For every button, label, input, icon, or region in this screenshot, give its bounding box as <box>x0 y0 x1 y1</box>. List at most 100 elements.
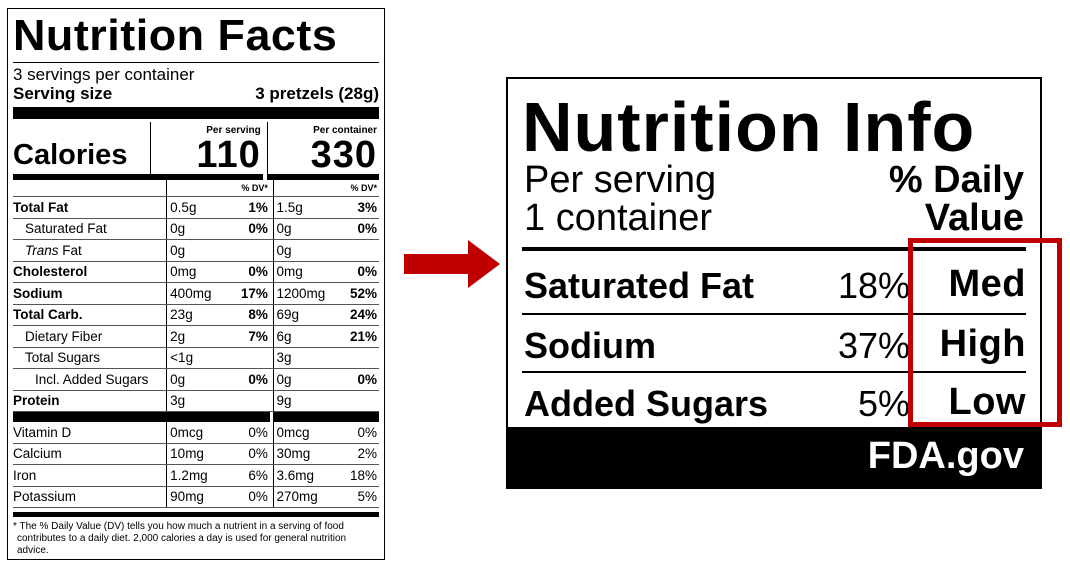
vitamin-name: Iron <box>13 464 167 487</box>
fda-link-text: FDA.gov <box>867 435 1024 477</box>
dv-per-serving: 0% <box>232 261 270 283</box>
daily-value-footnote: * The % Daily Value (DV) tells you how m… <box>13 512 379 557</box>
info-row-nutrient: Sodium <box>524 325 656 366</box>
dv-per-container: 5% <box>341 486 379 508</box>
nutrition-info-label: Nutrition Info Per serving 1 container %… <box>506 77 1042 489</box>
divider-cell <box>166 411 270 422</box>
amount-per-container: 0mg <box>272 261 342 283</box>
per-container-column: Per container 330 <box>266 122 380 180</box>
nutrient-row: Sodium 400mg 17% 1200mg 52% <box>13 282 379 305</box>
dv-per-container <box>341 347 379 369</box>
amount-per-serving: 400mg <box>166 282 233 305</box>
amount-per-serving: 0mg <box>166 261 233 283</box>
info-row-percent: 5% <box>857 383 910 424</box>
nutrient-name: Saturated Fat <box>13 218 167 240</box>
row-divider <box>522 371 1026 373</box>
level-highlight-box <box>908 238 1062 427</box>
per-serving-label: Per serving <box>206 125 261 136</box>
vitamin-name: Calcium <box>13 443 167 465</box>
info-row-level: High <box>939 323 1026 365</box>
dv-per-container: 52% <box>341 282 379 305</box>
amount-per-container: 1.5g <box>272 196 342 219</box>
amount-per-container: 9g <box>272 390 342 412</box>
amount-per-serving: <1g <box>166 347 233 369</box>
info-row: Sodium 37% High <box>522 315 1026 373</box>
dv-header-cell: % DV* <box>272 180 379 197</box>
amount-per-serving: 90mg <box>166 486 233 508</box>
column-gap <box>269 218 274 240</box>
nutrient-row: Incl. Added Sugars 0g 0% 0g 0% <box>13 368 379 391</box>
nutrient-name: Incl. Added Sugars <box>13 368 167 391</box>
calories-per-serving: 110 <box>196 134 261 176</box>
thick-divider-row <box>13 411 379 422</box>
column-gap <box>269 368 274 391</box>
nutrient-name: Dietary Fiber <box>13 325 167 348</box>
dv-per-container <box>341 390 379 412</box>
nutrient-table: % DV*% DV* Total Fat 0.5g 1% 1.5g 3% Saturated… <box>13 180 379 508</box>
amount-per-container: 0g <box>272 239 342 262</box>
info-row: Added Sugars 5% Low <box>522 373 1026 431</box>
amount-per-serving: 0.5g <box>166 196 233 219</box>
dv-per-serving: 17% <box>232 282 270 305</box>
amount-per-serving: 10mg <box>166 443 233 465</box>
dv-per-serving: 0% <box>232 422 270 444</box>
info-row: Saturated Fat 18% Med <box>522 255 1026 313</box>
column-gap <box>269 304 274 326</box>
vitamin-row: Potassium 90mg 0% 270mg 5% <box>13 486 379 508</box>
amount-per-container: 270mg <box>272 486 342 508</box>
amount-per-serving: 1.2mg <box>166 464 233 487</box>
amount-per-container: 6g <box>272 325 342 348</box>
heading-rule <box>522 247 1026 251</box>
nutrient-name: Sodium <box>13 282 167 305</box>
daily-value-heading-line1: % Daily <box>888 159 1024 201</box>
amount-per-serving: 2g <box>166 325 233 348</box>
amount-per-serving: 0g <box>166 368 233 391</box>
nutrient-row: Saturated Fat 0g 0% 0g 0% <box>13 218 379 240</box>
dv-per-serving: 8% <box>232 304 270 326</box>
nutrient-row: Cholesterol 0mg 0% 0mg 0% <box>13 261 379 283</box>
column-gap <box>269 464 274 487</box>
nutrient-row: Dietary Fiber 2g 7% 6g 21% <box>13 325 379 348</box>
nutrient-name: Total Sugars <box>13 347 167 369</box>
amount-per-container: 3g <box>272 347 342 369</box>
info-row-nutrient: Saturated Fat <box>524 265 755 306</box>
divider-cell <box>272 411 379 422</box>
serving-size-label: Serving size <box>13 84 113 103</box>
dv-per-container <box>341 239 379 262</box>
amount-per-serving: 0mcg <box>166 422 233 444</box>
dv-per-serving: 0% <box>232 368 270 391</box>
serving-size-row: Serving size 3 pretzels (28g) <box>13 84 379 104</box>
vitamin-name: Potassium <box>13 486 167 508</box>
container-text: 1 container <box>524 197 713 239</box>
dv-per-container: 0% <box>341 261 379 283</box>
amount-per-container: 0mcg <box>272 422 342 444</box>
column-gap <box>269 196 274 219</box>
nutrient-name: Total Carb. <box>13 304 167 326</box>
amount-per-container: 0g <box>272 368 342 391</box>
column-gap <box>269 239 274 262</box>
dv-per-serving: 0% <box>232 486 270 508</box>
calories-row: Calories Per serving 110 Per container 3… <box>13 122 380 180</box>
row-divider <box>522 313 1026 315</box>
daily-value-heading-line2: Value <box>924 197 1024 239</box>
nutrition-facts-title: Nutrition Facts <box>13 11 338 60</box>
column-gap <box>269 486 274 508</box>
info-row-level: Med <box>948 263 1026 305</box>
nutrient-row: Total Carb. 23g 8% 69g 24% <box>13 304 379 326</box>
dv-header-row: % DV*% DV* <box>13 180 379 197</box>
nutrient-row: Trans Fat 0g 0g <box>13 239 379 262</box>
per-serving-text: Per serving <box>524 159 717 201</box>
divider-cell <box>13 411 167 422</box>
dv-per-serving: 1% <box>232 196 270 219</box>
per-serving-column: Per serving 110 <box>150 122 263 180</box>
serving-size-value: 3 pretzels (28g) <box>255 84 379 103</box>
amount-per-container: 1200mg <box>272 282 342 305</box>
dv-per-serving <box>232 390 270 412</box>
thick-divider <box>13 107 379 119</box>
nutrient-row: Total Sugars <1g 3g <box>13 347 379 369</box>
column-gap <box>269 390 274 412</box>
amount-per-container: 3.6mg <box>272 464 342 487</box>
nutrient-name: Cholesterol <box>13 261 167 283</box>
fda-footer: FDA.gov <box>508 427 1040 487</box>
column-gap <box>269 180 274 197</box>
